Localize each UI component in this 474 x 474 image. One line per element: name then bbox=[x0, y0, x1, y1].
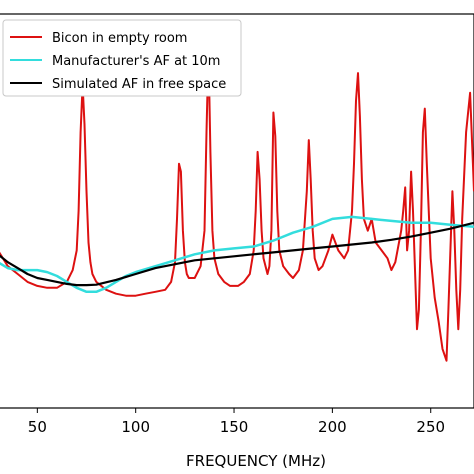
x-tick-label: 200 bbox=[318, 418, 347, 436]
x-tick-label: 50 bbox=[28, 418, 47, 436]
x-axis-ticks: 50 100 150 200 250 bbox=[28, 408, 445, 436]
legend: Bicon in empty room Manufacturer's AF at … bbox=[2, 19, 242, 97]
x-tick-label: 250 bbox=[416, 418, 445, 436]
x-tick-label: 100 bbox=[121, 418, 150, 436]
series-line-3 bbox=[0, 221, 474, 287]
legend-label: Manufacturer's AF at 10m bbox=[52, 54, 220, 69]
plot-area-border bbox=[0, 13, 474, 409]
x-axis-label: FREQUENCY (MHz) bbox=[186, 452, 326, 470]
series-layer bbox=[0, 48, 474, 362]
plot-frame bbox=[0, 13, 474, 409]
legend-label: Simulated AF in free space bbox=[52, 77, 226, 92]
series-line-1 bbox=[0, 48, 474, 362]
legend-box bbox=[2, 19, 242, 97]
legend-label: Bicon in empty room bbox=[52, 31, 187, 46]
x-tick-label: 150 bbox=[220, 418, 249, 436]
series-line-2 bbox=[0, 215, 474, 294]
